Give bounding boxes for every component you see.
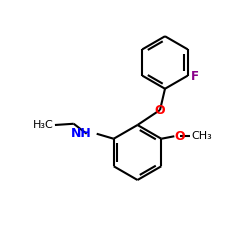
Text: H₃C: H₃C (33, 120, 54, 130)
Text: CH₃: CH₃ (191, 131, 212, 141)
Text: F: F (191, 70, 199, 84)
Text: O: O (175, 130, 186, 143)
Text: O: O (155, 104, 165, 117)
Text: NH: NH (70, 127, 91, 140)
